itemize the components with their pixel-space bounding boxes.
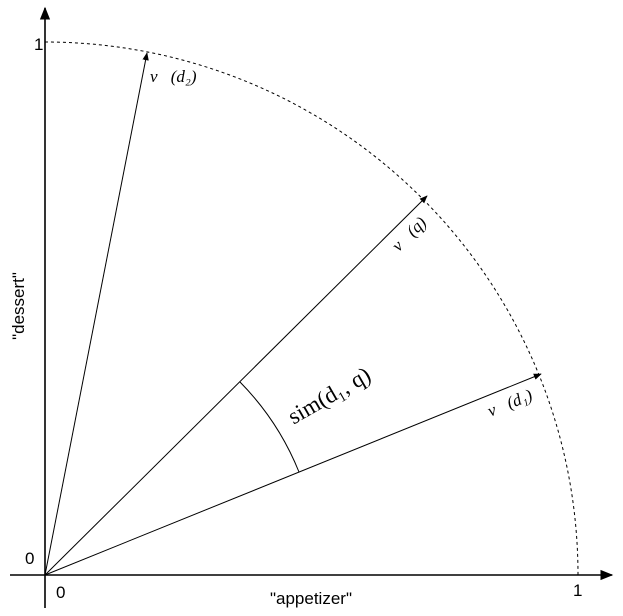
vector-label: v⃗(d₁) — [485, 385, 536, 420]
angle-label: sim(d₁, q) — [284, 362, 375, 429]
vector-d1 — [44, 373, 542, 576]
y-axis-label: "dessert" — [9, 272, 28, 340]
vector-label: v⃗(d₂) — [150, 67, 197, 86]
angle-arc — [239, 381, 300, 473]
vector-label: v⃗(q) — [388, 213, 430, 255]
y-tick-label: 1 — [34, 35, 43, 54]
y-tick-label: 0 — [25, 549, 34, 568]
vector-q — [44, 195, 428, 576]
x-tick-label: 0 — [56, 583, 65, 602]
vector-d2 — [44, 52, 149, 576]
unit-arc — [44, 41, 579, 576]
x-tick-label: 1 — [573, 581, 582, 600]
x-axis-label: "appetizer" — [270, 589, 352, 608]
